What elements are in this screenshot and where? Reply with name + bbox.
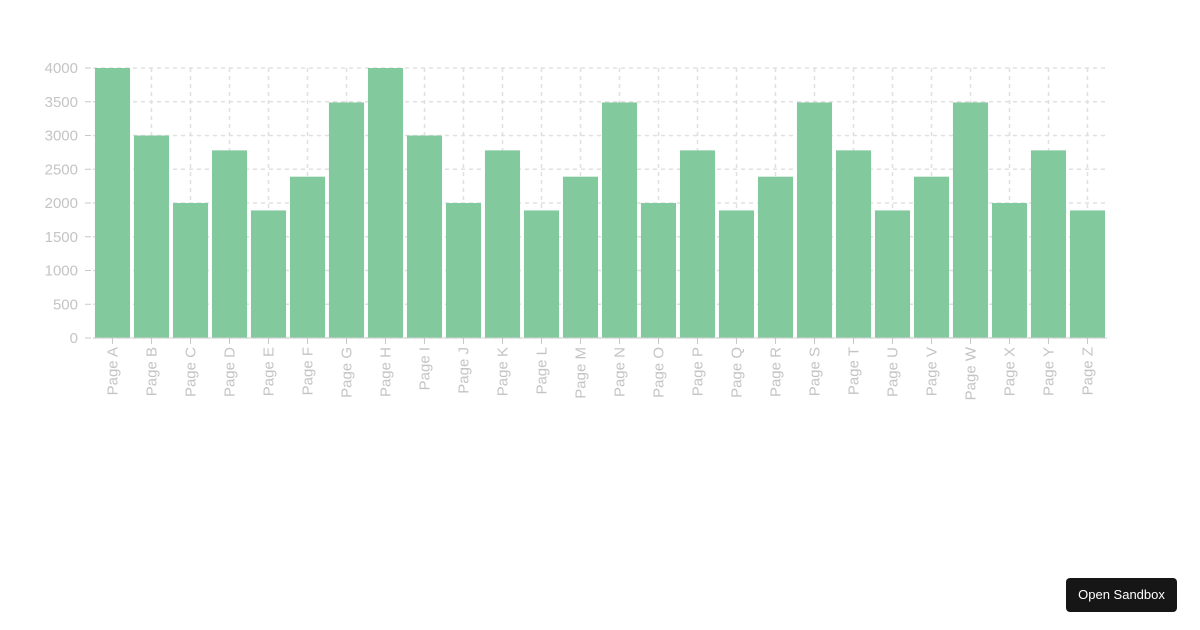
bar[interactable] bbox=[484, 150, 521, 338]
bar[interactable] bbox=[913, 176, 950, 338]
y-tick-label: 4000 bbox=[45, 60, 78, 77]
x-tick-label: Page C bbox=[183, 347, 200, 397]
x-tick-label: Page H bbox=[378, 347, 395, 397]
x-tick-label: Page Z bbox=[1080, 347, 1097, 395]
x-tick-label: Page T bbox=[846, 347, 863, 395]
bar[interactable] bbox=[133, 135, 170, 339]
x-tick-label: Page M bbox=[573, 347, 590, 399]
x-tick-label: Page Q bbox=[729, 347, 746, 398]
y-tick-label: 500 bbox=[53, 296, 78, 313]
x-tick-label: Page P bbox=[690, 347, 707, 396]
bar[interactable] bbox=[679, 150, 716, 338]
bar[interactable] bbox=[250, 210, 287, 338]
bar[interactable] bbox=[1069, 210, 1106, 338]
x-tick-label: Page X bbox=[1002, 347, 1019, 396]
chart-bars bbox=[94, 68, 1106, 339]
bar[interactable] bbox=[601, 102, 638, 338]
x-tick-label: Page U bbox=[885, 347, 902, 397]
bar[interactable] bbox=[1030, 150, 1067, 338]
open-sandbox-button[interactable]: Open Sandbox bbox=[1066, 578, 1177, 612]
y-tick-label: 3500 bbox=[45, 94, 78, 111]
bar[interactable] bbox=[523, 210, 560, 338]
y-tick-label: 2000 bbox=[45, 195, 78, 212]
x-tick-label: Page Y bbox=[1041, 347, 1058, 396]
x-tick-label: Page N bbox=[612, 347, 629, 397]
bar[interactable] bbox=[211, 150, 248, 338]
y-tick-label: 3000 bbox=[45, 128, 78, 145]
x-tick-label: Page G bbox=[339, 347, 356, 398]
x-tick-label: Page B bbox=[144, 347, 161, 396]
x-tick-label: Page J bbox=[456, 347, 473, 394]
bar[interactable] bbox=[328, 102, 365, 338]
y-axis-ticks: 0 500 1000 1500 2000 2500 3000 3500 4000 bbox=[45, 60, 91, 347]
x-tick-label: Page F bbox=[300, 347, 317, 395]
x-tick-label: Page V bbox=[924, 347, 941, 396]
bar[interactable] bbox=[757, 176, 794, 338]
x-tick-label: Page D bbox=[222, 347, 239, 397]
bar[interactable] bbox=[172, 203, 209, 338]
bar[interactable] bbox=[94, 68, 131, 338]
y-tick-label: 2500 bbox=[45, 161, 78, 178]
bar[interactable] bbox=[562, 176, 599, 338]
x-tick-label: Page I bbox=[417, 347, 434, 390]
bar[interactable] bbox=[796, 102, 833, 338]
x-tick-label: Page O bbox=[651, 347, 668, 398]
bar[interactable] bbox=[367, 68, 404, 338]
bar[interactable] bbox=[835, 150, 872, 338]
y-tick-label: 1500 bbox=[45, 229, 78, 246]
bar[interactable] bbox=[445, 203, 482, 338]
x-tick-label: Page W bbox=[963, 346, 980, 400]
bar[interactable] bbox=[289, 176, 326, 338]
y-tick-label: 0 bbox=[70, 330, 78, 347]
bar[interactable] bbox=[874, 210, 911, 338]
x-tick-label: Page K bbox=[495, 347, 512, 396]
bar[interactable] bbox=[640, 203, 677, 338]
bar[interactable] bbox=[718, 210, 755, 338]
x-tick-label: Page L bbox=[534, 347, 551, 395]
bar[interactable] bbox=[406, 135, 443, 339]
x-tick-label: Page R bbox=[768, 347, 785, 397]
x-tick-label: Page E bbox=[261, 347, 278, 396]
x-tick-label: Page S bbox=[807, 347, 824, 396]
y-tick-label: 1000 bbox=[45, 263, 78, 280]
x-tick-label: Page A bbox=[105, 347, 122, 395]
bar[interactable] bbox=[991, 203, 1028, 338]
x-axis-ticks: Page A Page B Page C Page D Page E Page F Page… bbox=[105, 338, 1097, 400]
bar[interactable] bbox=[952, 102, 989, 338]
